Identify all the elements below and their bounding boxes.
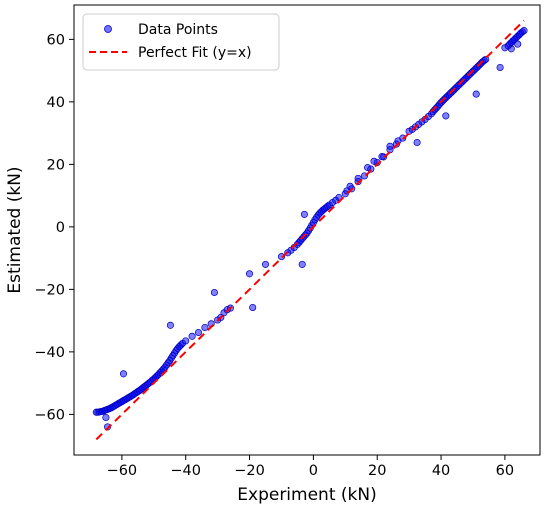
data-point xyxy=(300,210,308,218)
legend-marker-data-points xyxy=(104,25,112,33)
data-point xyxy=(245,270,254,278)
data-point xyxy=(277,253,286,261)
x-tick-label: 40 xyxy=(432,463,450,479)
data-point xyxy=(210,288,218,297)
legend-label-perfect-fit: Perfect Fit (y=x) xyxy=(138,45,252,61)
data-point xyxy=(249,303,257,312)
legend-label-data-points: Data Points xyxy=(138,22,218,38)
data-point xyxy=(102,413,110,422)
perfect-fit-line xyxy=(95,19,525,441)
plot-frame xyxy=(73,4,541,456)
y-axis-ticks: −60 −40 −20 0 20 40 60 xyxy=(34,32,74,423)
y-tick-label: −20 xyxy=(34,282,65,298)
data-point xyxy=(514,40,522,48)
data-point xyxy=(261,260,270,268)
x-tick-label: −40 xyxy=(170,463,201,479)
data-point xyxy=(182,337,190,345)
fit-line-layer xyxy=(95,19,525,441)
y-tick-label: −40 xyxy=(34,345,65,361)
y-axis-label: Estimated (kN) xyxy=(5,166,25,293)
data-points-layer xyxy=(92,27,528,431)
legend-box xyxy=(82,13,280,71)
x-tick-label: 20 xyxy=(368,463,386,479)
x-tick-label: −20 xyxy=(234,463,265,479)
data-point xyxy=(442,112,450,120)
y-tick-label: 0 xyxy=(56,220,65,236)
data-point xyxy=(496,63,504,72)
x-axis-label: Experiment (kN) xyxy=(237,485,376,505)
data-point xyxy=(507,45,515,53)
data-point xyxy=(119,370,128,378)
x-tick-label: 60 xyxy=(496,463,514,479)
y-tick-label: −60 xyxy=(34,407,65,423)
data-point xyxy=(364,163,372,172)
data-point xyxy=(188,332,196,340)
x-tick-label: 0 xyxy=(309,463,318,479)
x-tick-label: −60 xyxy=(107,463,138,479)
y-tick-label: 60 xyxy=(47,32,65,48)
data-point xyxy=(298,260,306,268)
y-tick-label: 20 xyxy=(47,157,65,173)
data-point xyxy=(194,328,203,337)
data-point xyxy=(166,321,174,329)
y-tick-label: 40 xyxy=(47,95,65,111)
data-point xyxy=(413,138,421,147)
data-point xyxy=(201,323,209,332)
x-axis-ticks: −60 −40 −20 0 20 40 60 xyxy=(107,455,514,479)
data-point xyxy=(386,142,394,150)
data-point xyxy=(472,90,480,98)
data-point xyxy=(354,174,362,182)
data-point xyxy=(370,157,378,165)
data-point xyxy=(520,27,528,35)
legend: Data Points Perfect Fit (y=x) xyxy=(82,13,280,71)
data-point xyxy=(103,423,112,431)
